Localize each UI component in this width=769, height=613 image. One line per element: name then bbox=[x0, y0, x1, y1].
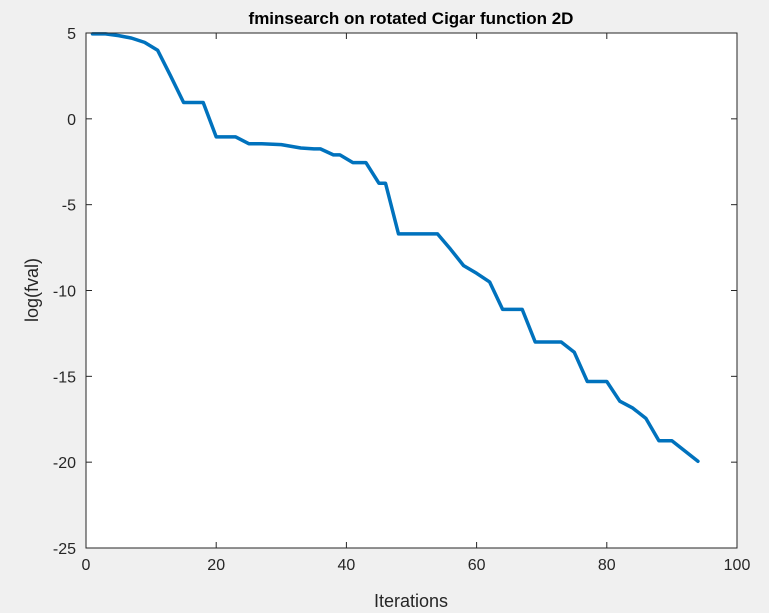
y-tick-label: -10 bbox=[53, 284, 76, 301]
y-tick-label: -20 bbox=[53, 455, 76, 472]
axes-layer: 0 20 40 60 80 100 5 0 -5 -10 -15 -20 -25 bbox=[53, 26, 751, 574]
series-layer bbox=[90, 32, 700, 464]
y-tick-label: -5 bbox=[62, 198, 76, 215]
x-tick-label: 40 bbox=[338, 557, 356, 574]
plot-area bbox=[86, 33, 737, 548]
chart-title: fminsearch on rotated Cigar function 2D bbox=[249, 9, 574, 28]
x-tick-label: 0 bbox=[82, 557, 91, 574]
x-tick-label: 80 bbox=[598, 557, 616, 574]
x-axis-label: Iterations bbox=[374, 591, 448, 611]
y-tick-label: 0 bbox=[67, 112, 76, 129]
y-tick-label: -15 bbox=[53, 369, 76, 386]
y-axis-label: log(fval) bbox=[22, 258, 42, 322]
x-tick-label: 20 bbox=[207, 557, 225, 574]
series-line bbox=[90, 32, 700, 464]
y-tick-label: -25 bbox=[53, 541, 76, 558]
x-tick-label: 100 bbox=[724, 557, 751, 574]
x-tick-label: 60 bbox=[468, 557, 486, 574]
y-tick-label: 5 bbox=[67, 26, 76, 43]
